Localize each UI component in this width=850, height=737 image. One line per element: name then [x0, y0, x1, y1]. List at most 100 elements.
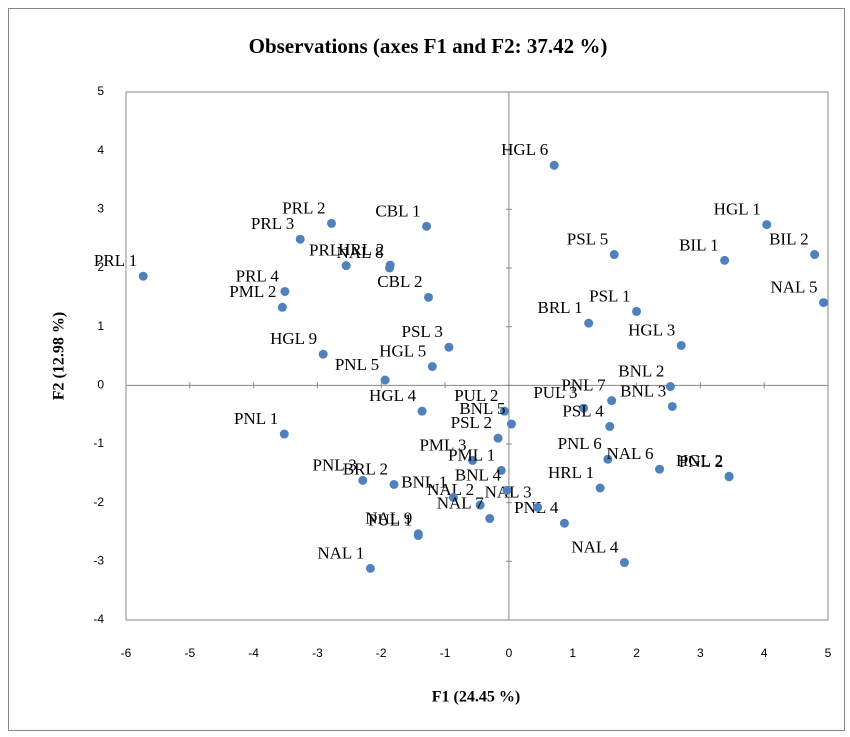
x-axis-label: F1 (24.45 %): [432, 689, 520, 706]
point-label: PSL 5: [567, 229, 608, 248]
point-label: BNL 4: [455, 465, 502, 484]
point: [295, 234, 305, 244]
point-label: PNL 7: [561, 375, 606, 394]
x-tick-label: -3: [312, 646, 323, 660]
point: [506, 419, 516, 429]
point-label: CBL 1: [375, 201, 420, 220]
x-tick-label: 1: [569, 646, 576, 660]
x-tick-label: -1: [440, 646, 451, 660]
point: [595, 483, 605, 493]
point: [724, 472, 734, 482]
point: [138, 271, 148, 281]
x-tick-label: 0: [506, 646, 513, 660]
y-tick-label: 3: [97, 202, 104, 216]
point: [632, 306, 642, 316]
point-label: PRL 4: [236, 266, 280, 285]
x-tick-label: 4: [761, 646, 768, 660]
y-tick-label: 1: [97, 319, 104, 333]
point: [475, 500, 485, 510]
point: [762, 220, 772, 230]
point-label: PML 1: [448, 445, 495, 464]
point-label: BNL 3: [620, 381, 666, 400]
point: [607, 396, 617, 406]
point-label: BIL 2: [769, 229, 809, 248]
y-tick-label: 4: [97, 143, 104, 157]
point: [279, 429, 289, 439]
point-label: PNL 1: [234, 409, 278, 428]
y-tick-label: 2: [97, 260, 104, 274]
point-label: PUL 2: [454, 386, 498, 405]
point: [720, 255, 730, 265]
point-label: PSL 1: [589, 286, 630, 305]
point: [485, 514, 495, 524]
point-label: PML 3: [419, 435, 466, 454]
y-tick-label: -3: [93, 554, 104, 568]
point-label: PNL 3: [313, 455, 357, 474]
point: [493, 433, 503, 443]
point-label: BNL 1: [401, 472, 447, 491]
point-label: PNL 2: [679, 452, 723, 471]
point-label: PML 2: [229, 282, 276, 301]
point: [341, 261, 351, 271]
point: [444, 342, 454, 352]
point-label: PRL 1: [94, 251, 137, 270]
point-label: HGL 2: [676, 451, 723, 470]
point: [603, 454, 613, 464]
x-tick-label: -4: [248, 646, 259, 660]
point-label: BRL 1: [537, 298, 582, 317]
point-label: PRL 2: [282, 198, 325, 217]
point: [358, 475, 368, 485]
point: [422, 221, 432, 231]
point: [385, 263, 395, 273]
y-axis-label: F2 (12.98 %): [51, 312, 68, 400]
point-label: HGL 5: [379, 341, 426, 360]
x-tick-label: -6: [121, 646, 132, 660]
point: [277, 302, 287, 312]
point: [499, 406, 509, 416]
point-label: PNL 5: [335, 355, 379, 374]
point: [380, 375, 390, 385]
point-label: BNL 2: [618, 361, 664, 380]
point: [280, 286, 290, 296]
point-label: PNL 6: [558, 434, 602, 453]
point: [559, 518, 569, 528]
point: [605, 421, 615, 431]
x-tick-label: -2: [376, 646, 387, 660]
point-label: CBL 2: [377, 272, 422, 291]
point: [427, 362, 437, 372]
x-tick-label: 3: [697, 646, 704, 660]
point-label: NAL 8: [337, 243, 384, 262]
point-label: HGL 6: [501, 140, 548, 159]
point: [579, 403, 589, 413]
point-label: BRL 2: [343, 459, 388, 478]
point: [502, 485, 512, 495]
x-tick-label: -5: [184, 646, 195, 660]
point-label: NAL 4: [571, 537, 619, 556]
point-label: PRL 3: [251, 214, 294, 233]
point: [413, 529, 423, 539]
point: [667, 401, 677, 411]
point: [609, 250, 619, 260]
point: [549, 160, 559, 170]
point-label: HGL 9: [270, 329, 317, 348]
point-label: PUL 1: [368, 510, 412, 529]
point-label: HGL 1: [714, 199, 761, 218]
y-tick-label: 5: [97, 84, 104, 98]
point: [655, 464, 665, 474]
point-label: PSL 4: [562, 401, 604, 420]
y-tick-label: -2: [93, 495, 104, 509]
y-tick-label: 0: [97, 378, 104, 392]
point: [448, 492, 458, 502]
point-label: PSL 2: [451, 413, 492, 432]
point-label: NAL 5: [770, 278, 817, 297]
x-tick-label: 5: [825, 646, 832, 660]
plot-area: [125, 91, 829, 621]
frame: [8, 8, 845, 731]
point: [665, 382, 675, 392]
point: [423, 292, 433, 302]
point: [318, 349, 328, 359]
point-label: NAL 2: [427, 480, 474, 499]
point-label: HRL 2: [338, 240, 384, 259]
point: [468, 455, 478, 465]
point-label: PRL: [309, 241, 340, 260]
